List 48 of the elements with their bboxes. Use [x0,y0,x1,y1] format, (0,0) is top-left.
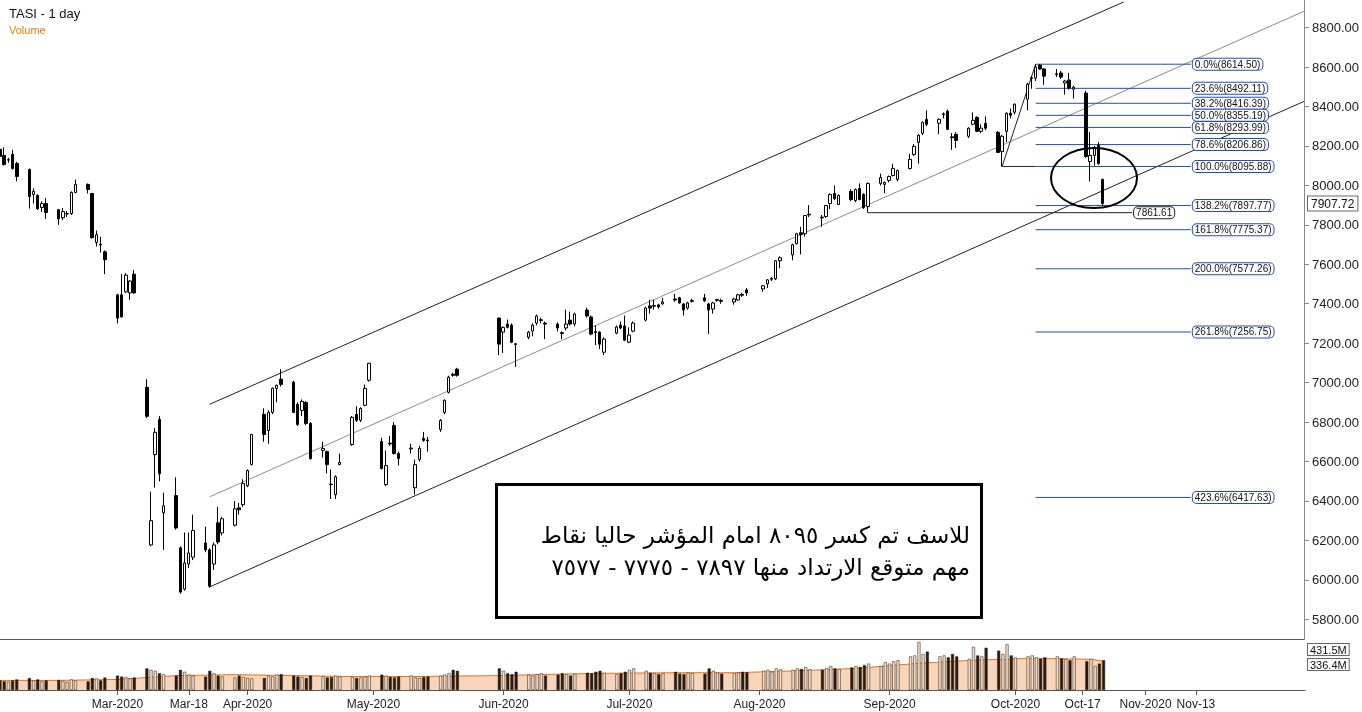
series-label: 78.6%(8206.86) [1194,139,1266,151]
y-tick-label: 7000.00 [1312,375,1360,391]
series-label: 23.6%(8492.11) [1194,82,1266,94]
y-tick-label: 8000.00 [1312,177,1360,193]
x-tick-label: Mar-2020 [91,697,144,711]
series-label: 50.0%(8355.19) [1194,109,1266,121]
x-tick-label: Mar-18 [169,697,209,711]
series-label: 161.8%(7775.37) [1194,224,1272,236]
y-tick-label: 8200.00 [1312,138,1360,154]
x-tick-label: Nov-2020 [1119,697,1172,711]
y-tick-label: 6400.00 [1312,493,1360,509]
y-tick-label: 6000.00 [1312,572,1360,588]
x-tick-label: May-2020 [346,697,401,711]
y-tick-label: 8600.00 [1312,59,1360,75]
y-tick-label: 7400.00 [1312,296,1360,312]
y-tick-label: 8800.00 [1312,20,1360,36]
series-label: 38.2%(8416.39) [1194,97,1266,109]
series-label: 7861.61 [1136,207,1173,219]
y-tick-label: 8400.00 [1312,99,1360,114]
annotation: للاسف تم كسر ٨٠٩٥ امام المؤشر حاليا نقاط مهم متوقع الارتداد منها ٧٨٩٧ - ٧٧٧٥ - ٧٥٧٧ [540,520,971,583]
x-tick-label: Apr-2020 [222,697,273,711]
x-tick-label: Sep-2020 [863,697,916,711]
series-label: 200.0%(7577.26) [1194,263,1272,275]
y-tick-label: 7800.00 [1312,217,1360,233]
series-label: 423.6%(6417.63) [1194,491,1272,503]
series-label: 61.8%(8293.99) [1194,121,1266,133]
text: 7907.72 [1311,196,1355,211]
x-tick-label: Nov-13 [1176,697,1216,711]
x-tick-label: Aug-2020 [733,697,786,711]
y-tick-label: 7200.00 [1312,335,1360,351]
text: TASI - 1 day [9,6,81,21]
y-tick-label: 5800.00 [1312,611,1360,627]
y-tick-label: 6200.00 [1312,532,1360,548]
y-tick-label: 6600.00 [1312,454,1360,469]
series-label: 0.0%(8614.50) [1194,58,1261,70]
series-label: 100.0%(8095.88) [1194,160,1272,172]
text: 336.4M [1310,658,1347,671]
y-tick-label: 7600.00 [1312,256,1360,272]
note-box: للاسف تم كسر ٨٠٩٥ امام المؤشر حاليا نقاط مهم متوقع الارتداد منها ٧٨٩٧ - ٧٧٧٥ - ٧٥٧٧ [495,483,983,619]
x-tick-label: Oct-17 [1064,697,1101,711]
text: Volume [9,23,46,36]
x-tick-label: Oct-2020 [990,697,1041,711]
series-label: 261.8%(7256.75) [1194,326,1272,338]
text: 431.5M [1310,643,1347,656]
x-tick-label: Jul-2020 [606,697,653,711]
series-label: 138.2%(7897.77) [1194,200,1272,212]
x-tick-label: Jun-2020 [478,697,529,711]
y-tick-label: 6800.00 [1312,414,1360,430]
